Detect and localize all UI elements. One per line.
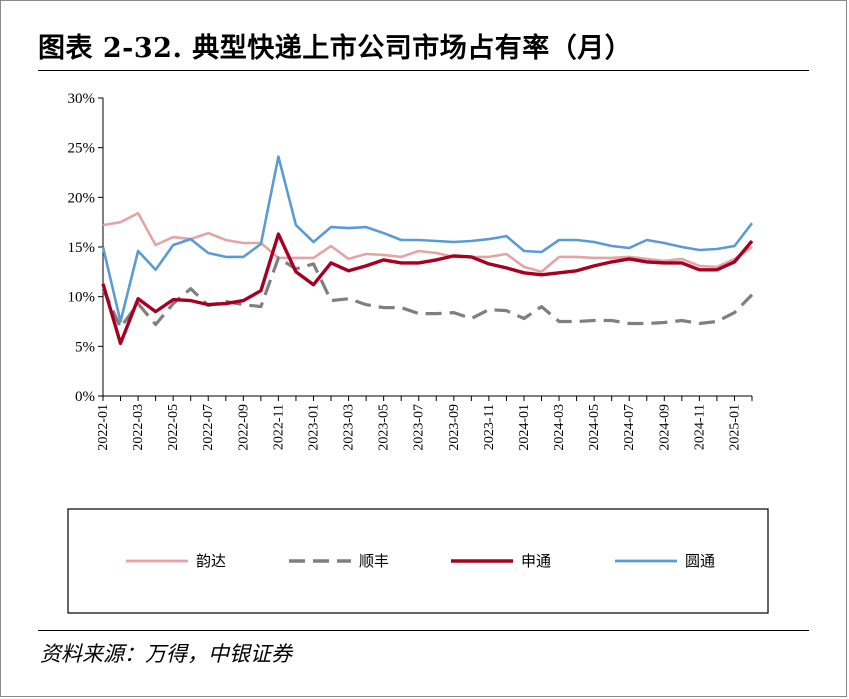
x-tick-label: 2024-09: [657, 404, 672, 451]
title-rule: [38, 70, 809, 71]
x-tick-label: 2022-09: [236, 404, 251, 451]
x-tick-label: 2023-03: [342, 404, 357, 451]
x-tick-label: 2024-05: [587, 404, 602, 451]
x-tick-label: 2023-05: [377, 404, 392, 451]
series-line-2: [101, 256, 754, 330]
x-tick-label: 2024-07: [622, 404, 637, 451]
y-tick-label: 20%: [68, 190, 96, 206]
x-tick-label: 2023-07: [412, 404, 427, 451]
y-tick-label: 10%: [68, 290, 96, 306]
x-tick-label: 2022-11: [271, 404, 286, 450]
x-tick-label: 2022-05: [166, 404, 181, 451]
series-line-3: [101, 232, 754, 346]
x-tick-label: 2025-01: [727, 404, 742, 451]
legend: 韵达 顺丰 申通 圆通: [126, 552, 715, 570]
source-rule: [38, 630, 809, 631]
source-note: 资料来源：万得，中银证券: [40, 642, 292, 666]
x-tick-label: 2024-11: [692, 404, 707, 450]
series-line-4: [101, 155, 754, 323]
x-tick-label: 2022-03: [131, 404, 146, 451]
legend-label-4: 圆通: [685, 552, 715, 570]
figure-title: 图表 2-32. 典型快递上市公司市场占有率（月）: [38, 33, 633, 64]
y-tick-label: 30%: [68, 91, 96, 107]
x-tick-label: 2023-01: [306, 404, 321, 451]
legend-label-2: 顺丰: [359, 552, 389, 570]
legend-label-1: 韵达: [196, 552, 226, 570]
legend-box: [67, 508, 769, 614]
y-tick-label: 0%: [75, 389, 95, 405]
legend-label-3: 申通: [521, 552, 551, 570]
x-tick-label: 2023-09: [447, 404, 462, 451]
axes: [98, 97, 753, 401]
tick-labels: 0% 5% 10% 15% 20% 25% 30% 2022-01 2022-03 2022-05…: [68, 91, 743, 451]
x-tick-label: 2022-01: [96, 404, 111, 451]
x-tick-label: 2024-01: [517, 404, 532, 451]
x-tick-label: 2024-03: [552, 404, 567, 451]
y-tick-label: 15%: [68, 240, 96, 256]
y-tick-label: 5%: [75, 339, 95, 355]
series-lines: [101, 155, 754, 346]
series-line-1: [102, 211, 753, 274]
y-tick-label: 25%: [68, 141, 96, 157]
x-tick-label: 2023-11: [482, 404, 497, 450]
x-tick-label: 2022-07: [201, 404, 216, 451]
